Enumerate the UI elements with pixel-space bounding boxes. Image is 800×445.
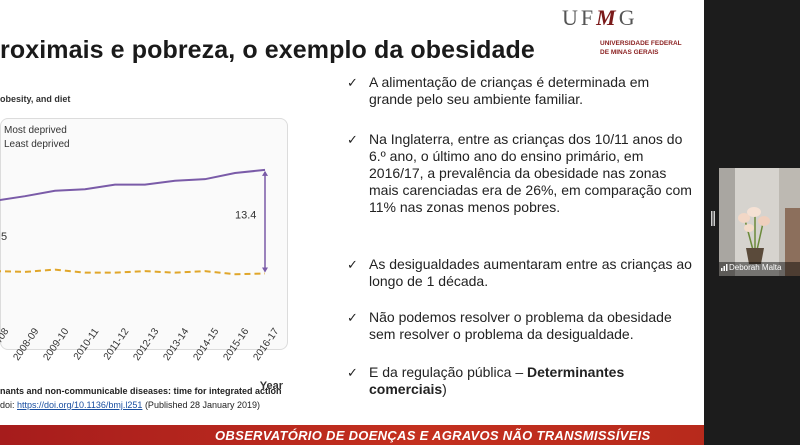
- signal-bars-icon: [721, 264, 728, 271]
- bullet-item: ✓ Não podemos resolver o problema da obe…: [347, 309, 692, 343]
- series-line-1: [0, 268, 266, 276]
- participant-name-label: Deborah Malta: [721, 263, 781, 272]
- bullet-text: E da regulação pública –: [369, 364, 527, 380]
- bullet-item: ✓ E da regulação pública – Determinantes…: [347, 364, 692, 398]
- x-tick-label: 2008-09: [11, 326, 41, 363]
- x-tick-label: 2009-10: [41, 326, 71, 363]
- check-icon: ✓: [347, 365, 358, 380]
- bullet-bold-text: Determinantes comerciais: [369, 364, 625, 397]
- logo-line-2: DE MINAS GERAIS: [600, 49, 659, 56]
- bullet-text: As desigualdades aumentaram entre as cri…: [369, 256, 692, 289]
- bullet-text: Na Inglaterra, entre as crianças dos 10/…: [369, 131, 692, 215]
- bullet-text: Não podemos resolver o problema da obesi…: [369, 309, 672, 342]
- logo-line-1: UNIVERSIDADE FEDERAL: [600, 40, 682, 47]
- x-axis-label: Year: [260, 380, 284, 392]
- x-tick-label: 2013-14: [161, 326, 191, 363]
- gap-annotation-start: 5: [1, 231, 7, 243]
- x-tick-label: /08: [0, 326, 12, 344]
- x-tick-label: 2011-12: [102, 326, 132, 362]
- bullet-item: ✓ A alimentação de crianças é determinad…: [347, 74, 692, 108]
- participant-video-tile[interactable]: [719, 168, 800, 276]
- obesity-line-chart: 13.4 5 Most deprived Least deprived/08 2008-…: [0, 125, 284, 392]
- x-tick-label: 2010-11: [72, 326, 102, 362]
- ufmg-logo: UFMG UNIVERSIDADE FEDERAL DE MINAS GERAI…: [560, 5, 704, 65]
- x-tick-label: 2016-17: [251, 326, 281, 363]
- footer-banner: OBSERVATÓRIO DE DOENÇAS E AGRAVOS NÃO TR…: [0, 425, 704, 445]
- reference-title: nants and non-communicable diseases: tim…: [0, 386, 282, 396]
- legend-entry-0: Most deprived: [4, 125, 67, 136]
- check-icon: ✓: [347, 310, 358, 325]
- x-tick-label: 2012-13: [131, 326, 161, 363]
- figure-title: obesity, and diet: [0, 94, 71, 104]
- figure-panel: obesity, and diet 13.4 5 Most deprived Leas…: [0, 90, 330, 420]
- bullet-text-end: ): [442, 381, 447, 397]
- footer-text: OBSERVATÓRIO DE DOENÇAS E AGRAVOS NÃO TR…: [215, 428, 651, 443]
- bullet-text: A alimentação de crianças é determinada …: [369, 74, 650, 107]
- chart-container: 13.4 5 Most deprived Least deprived/08 2008-…: [0, 118, 288, 392]
- reference-doi-link[interactable]: https://doi.org/10.1136/bmj.l251: [17, 400, 143, 410]
- gap-arrow-head-bottom: [262, 267, 268, 273]
- slide-title: roximais e pobreza, o exemplo da obesida…: [0, 36, 535, 64]
- gap-annotation: 13.4: [235, 210, 256, 222]
- ufmg-logo-mark: UFMG: [562, 5, 638, 30]
- figure-reference: nants and non-communicable diseases: tim…: [0, 384, 282, 412]
- reference-doi-prefix: doi:: [0, 400, 18, 410]
- presentation-slide: roximais e pobreza, o exemplo da obesida…: [0, 0, 704, 445]
- legend-entry-1: Least deprived: [4, 139, 70, 150]
- scroll-handle[interactable]: [711, 211, 715, 226]
- reference-published: (Published 28 January 2019): [142, 400, 261, 410]
- gap-arrow-head-top: [262, 170, 268, 176]
- x-tick-label: 2015-16: [221, 326, 251, 363]
- x-tick-label: 2014-15: [191, 326, 221, 363]
- bullet-item: ✓ Na Inglaterra, entre as crianças dos 1…: [347, 131, 692, 216]
- participant-name: Deborah Malta: [729, 263, 782, 272]
- check-icon: ✓: [347, 257, 358, 272]
- check-icon: ✓: [347, 132, 358, 147]
- bullet-item: ✓ As desigualdades aumentaram entre as c…: [347, 256, 692, 290]
- check-icon: ✓: [347, 75, 358, 90]
- series-line-0: [0, 168, 266, 202]
- participant-video-frame: [719, 168, 800, 276]
